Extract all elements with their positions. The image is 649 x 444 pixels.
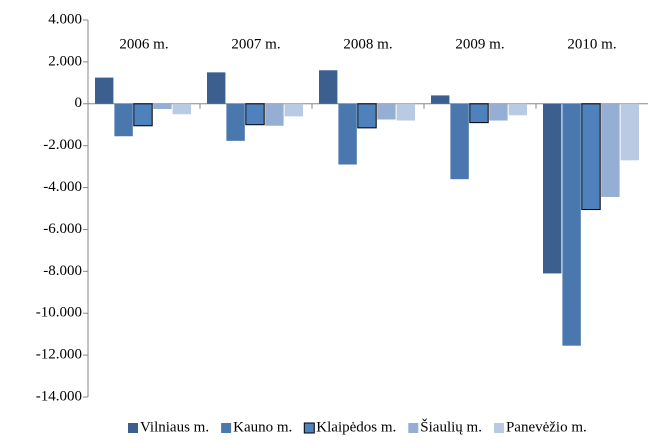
bar bbox=[319, 70, 338, 104]
bar bbox=[284, 103, 303, 117]
y-tick-label: -4.000 bbox=[43, 179, 82, 195]
bar bbox=[450, 103, 469, 180]
bar bbox=[543, 103, 562, 274]
y-tick-label: -10.000 bbox=[36, 305, 82, 321]
bar bbox=[431, 95, 450, 104]
y-tick-label: -2.000 bbox=[43, 137, 82, 153]
y-tick-label: -8.000 bbox=[43, 263, 82, 279]
y-tick-label: 0 bbox=[75, 95, 83, 111]
bar bbox=[601, 103, 620, 197]
category-label: 2006 m. bbox=[119, 36, 168, 52]
y-tick-label: -12.000 bbox=[36, 347, 82, 363]
bar bbox=[133, 103, 153, 127]
bar bbox=[95, 77, 114, 104]
bar bbox=[562, 103, 581, 346]
bar bbox=[114, 103, 133, 137]
bar bbox=[508, 103, 527, 116]
bar bbox=[172, 103, 191, 115]
bar bbox=[226, 103, 245, 141]
y-tick-label: -14.000 bbox=[36, 388, 82, 404]
legend-label: Vilniaus m. bbox=[140, 419, 209, 435]
legend-label: Šiaulių m. bbox=[420, 418, 482, 435]
category-label: 2009 m. bbox=[455, 36, 504, 52]
legend-label: Kauno m. bbox=[233, 419, 292, 435]
bar bbox=[265, 103, 284, 126]
legend-swatch bbox=[221, 423, 232, 433]
bar bbox=[377, 103, 396, 120]
legend-label: Panevėžio m. bbox=[506, 419, 587, 435]
bar bbox=[357, 103, 377, 129]
bar bbox=[207, 72, 226, 104]
bar bbox=[469, 103, 489, 124]
category-label: 2008 m. bbox=[343, 36, 392, 52]
bar bbox=[338, 103, 357, 165]
legend-swatch bbox=[303, 422, 315, 434]
y-tick-label: -6.000 bbox=[43, 221, 82, 237]
bar bbox=[245, 103, 265, 126]
bar bbox=[489, 103, 508, 121]
y-tick-label: 2.000 bbox=[48, 53, 82, 69]
legend-swatch bbox=[408, 423, 419, 433]
bar bbox=[581, 103, 601, 211]
category-label: 2010 m. bbox=[567, 36, 616, 52]
category-label: 2007 m. bbox=[231, 36, 280, 52]
y-tick-label: 4.000 bbox=[48, 11, 82, 27]
legend-swatch bbox=[493, 423, 504, 433]
legend-swatch bbox=[128, 423, 138, 433]
bar bbox=[620, 103, 639, 161]
legend-label: Klaipėdos m. bbox=[316, 419, 396, 435]
bar bbox=[153, 103, 172, 110]
bar bbox=[396, 103, 415, 121]
